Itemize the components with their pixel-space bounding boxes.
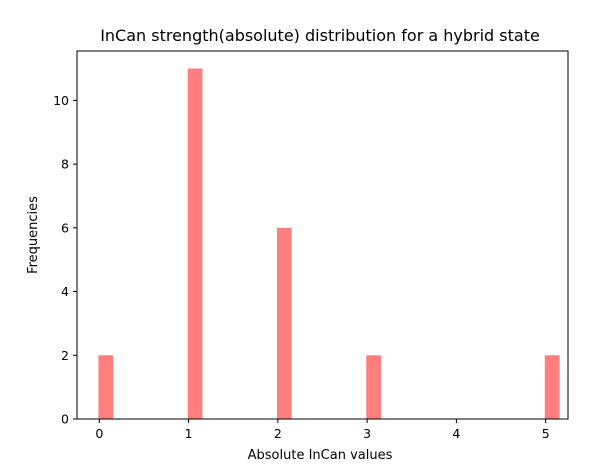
x-tick-label: 2 [274,426,282,441]
plot-frame [76,50,569,420]
y-tick-label: 4 [61,284,69,299]
x-tick-label: 1 [185,426,193,441]
chart-title: InCan strength(absolute) distribution fo… [100,26,540,45]
bar-1 [187,68,203,420]
y-tick-label: 2 [61,348,69,363]
y-ticks-group: 0 2 4 6 8 10 [53,93,77,427]
y-tick-label: 6 [61,220,69,235]
x-tick-label: 5 [542,426,550,441]
x-tick-label: 0 [95,426,103,441]
x-axis-label: Absolute InCan values [248,448,393,463]
bar-2 [276,227,292,419]
x-tick-label: 3 [363,426,371,441]
bar-3 [366,355,381,419]
y-axis-label: Frequencies [26,196,41,274]
bars-group [98,68,560,420]
y-tick-label: 8 [61,157,69,172]
x-tick-label: 4 [452,426,460,441]
y-tick-label: 10 [53,93,69,108]
y-tick-label: 0 [61,412,69,427]
bar-0 [98,355,114,419]
x-ticks-group: 0 1 2 3 4 5 [95,419,550,441]
bar-5 [544,355,560,419]
